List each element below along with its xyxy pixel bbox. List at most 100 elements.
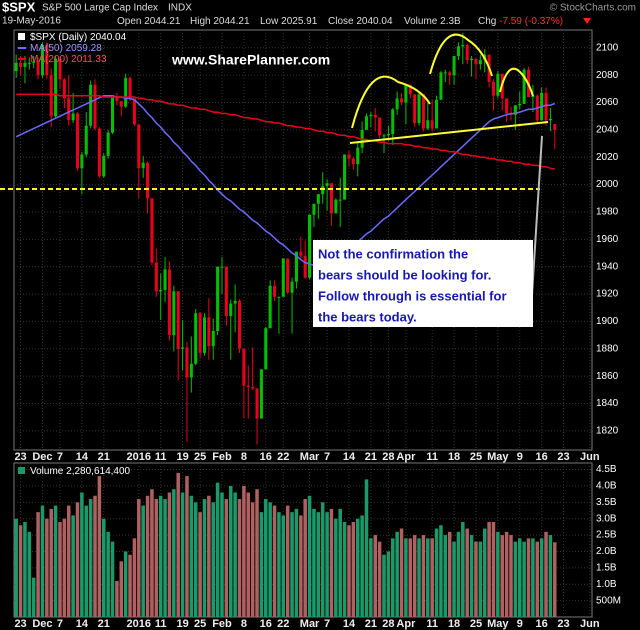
y-tick-label: 500M bbox=[596, 595, 621, 606]
volume-bar bbox=[250, 502, 255, 617]
volume-bar bbox=[312, 508, 316, 617]
x-tick-label: 25 bbox=[470, 451, 482, 463]
candle-body bbox=[417, 94, 421, 124]
candle-body bbox=[259, 369, 263, 419]
volume-bar bbox=[233, 492, 237, 617]
credit: © StockCharts.com bbox=[550, 3, 636, 14]
volume-bar bbox=[272, 505, 277, 617]
note-line: Not the confirmation the bbox=[318, 246, 468, 261]
volume-bar bbox=[539, 538, 544, 617]
volume-bar bbox=[84, 505, 89, 617]
legend-swatch bbox=[18, 33, 25, 40]
volume-bar bbox=[66, 505, 71, 617]
volume-bar bbox=[553, 542, 557, 617]
candle-body bbox=[435, 99, 439, 129]
candle-body bbox=[202, 317, 207, 353]
volume-bar bbox=[544, 531, 548, 617]
candle-body bbox=[268, 285, 272, 329]
x-tick-label: Jun bbox=[580, 451, 600, 463]
volume-bar bbox=[509, 535, 513, 617]
volume-bar bbox=[500, 535, 504, 617]
volume-bar bbox=[58, 521, 62, 617]
y-tick-label: 1.5B bbox=[596, 562, 617, 573]
volume-bar bbox=[242, 485, 246, 617]
candle-body bbox=[67, 98, 71, 121]
y-tick-label: 2.5B bbox=[596, 530, 617, 541]
y-tick-label: 3.0B bbox=[596, 513, 617, 524]
right-shoulder bbox=[499, 67, 534, 97]
y-tick-label: 1980 bbox=[596, 207, 619, 218]
volume-bar bbox=[465, 528, 469, 617]
volume-bar bbox=[198, 512, 202, 617]
x-tick-label: 14 bbox=[76, 451, 89, 463]
volume-bar bbox=[334, 518, 338, 617]
candle-body bbox=[373, 114, 377, 118]
candle-body bbox=[119, 101, 123, 107]
volume-bar bbox=[207, 495, 211, 617]
candle-body bbox=[75, 113, 80, 169]
candle-body bbox=[211, 330, 215, 347]
volume-bar bbox=[71, 515, 75, 617]
volume-bar bbox=[281, 515, 286, 617]
candle-body bbox=[207, 317, 211, 347]
candle-body bbox=[448, 72, 452, 76]
x-tick-label: 7 bbox=[57, 451, 63, 463]
x-tick-label: 9 bbox=[517, 451, 523, 463]
candle-body bbox=[246, 385, 250, 388]
x-tick-label: 16 bbox=[260, 451, 272, 463]
candle-body bbox=[316, 194, 320, 204]
volume-bar bbox=[377, 541, 382, 617]
x-tick-label: 18 bbox=[448, 618, 460, 630]
candle-body bbox=[216, 266, 220, 331]
x-tick-label: 21 bbox=[98, 618, 110, 630]
x-tick-label: 21 bbox=[365, 451, 377, 463]
volume-bar bbox=[316, 512, 321, 617]
candle-body bbox=[150, 198, 154, 263]
volume-bar bbox=[180, 492, 185, 617]
x-tick-label: 23 bbox=[557, 451, 569, 463]
volume-bar bbox=[268, 502, 272, 617]
candle-body bbox=[198, 313, 202, 353]
quote-close: Close 2040.04 bbox=[328, 16, 393, 27]
volume-bar bbox=[417, 538, 421, 617]
note-box bbox=[313, 240, 533, 327]
candle-body bbox=[338, 199, 342, 201]
candle-body bbox=[553, 124, 557, 130]
x-tick-label: 2016 bbox=[127, 618, 151, 630]
x-tick-label: Dec bbox=[32, 451, 52, 463]
volume-bar bbox=[88, 499, 93, 617]
candle-body bbox=[264, 328, 268, 370]
volume-bar bbox=[14, 518, 18, 617]
quote-change: Chg -7.59 (-0.37%) bbox=[478, 16, 563, 27]
volume-bar bbox=[351, 521, 356, 617]
candle-body bbox=[364, 116, 369, 130]
volume-bar bbox=[395, 531, 399, 617]
x-tick-label: 25 bbox=[470, 618, 482, 630]
x-tick-label: 8 bbox=[241, 451, 247, 463]
volume-bar bbox=[97, 476, 102, 617]
volume-bar bbox=[36, 512, 40, 617]
y-tick-label: 1940 bbox=[596, 261, 619, 272]
volume-bar bbox=[137, 499, 141, 617]
volume-bar bbox=[412, 535, 417, 617]
candle-body bbox=[369, 114, 373, 117]
candle-body bbox=[474, 58, 478, 65]
volume-bar bbox=[386, 551, 391, 617]
x-tick-label: 18 bbox=[448, 451, 460, 463]
candle-body bbox=[97, 128, 101, 177]
candle-body bbox=[220, 266, 224, 268]
candle-body bbox=[93, 84, 97, 129]
candle-body bbox=[347, 154, 351, 159]
volume-bar bbox=[23, 521, 27, 617]
x-tick-label: 14 bbox=[76, 618, 89, 630]
candle-body bbox=[421, 94, 425, 129]
y-tick-label: 2060 bbox=[596, 97, 619, 108]
candle-body bbox=[137, 124, 141, 169]
volume-bar bbox=[360, 515, 364, 617]
candle-body bbox=[167, 269, 171, 336]
candle-body bbox=[54, 58, 58, 117]
volume-bar bbox=[80, 492, 84, 617]
candle-body bbox=[391, 109, 395, 134]
volume-bar bbox=[404, 538, 408, 617]
volume-legend: Volume 2,280,614,400 bbox=[30, 466, 131, 477]
